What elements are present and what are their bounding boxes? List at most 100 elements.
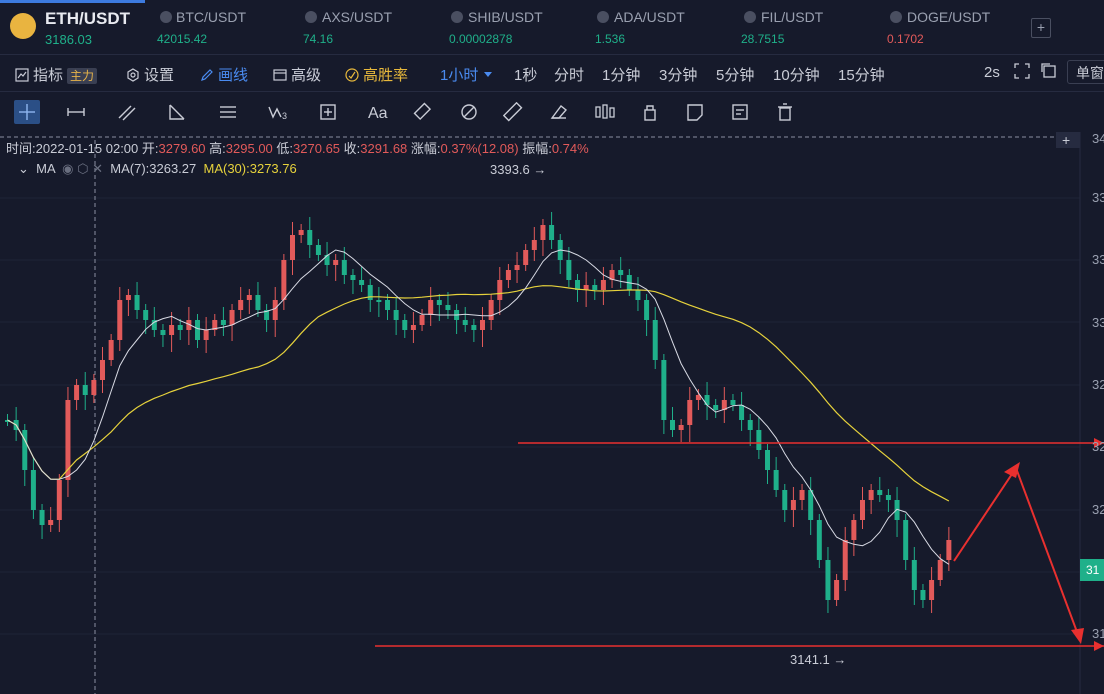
candle [350, 275, 356, 280]
interval-10m[interactable]: 10分钟 [773, 67, 820, 84]
ticker-price: 0.1702 [887, 32, 924, 46]
candle [885, 495, 891, 500]
candle [298, 230, 304, 235]
ruler-tool[interactable] [500, 100, 526, 124]
draw-button[interactable]: 画线 [200, 64, 248, 85]
candle [471, 325, 477, 330]
candle [549, 225, 555, 240]
fullscreen-icon[interactable] [1014, 63, 1030, 83]
ticker-name: ADA/USDT [614, 9, 685, 25]
wave-tool[interactable]: 3 [265, 100, 291, 124]
candle [540, 225, 546, 240]
parallel-channel-tool[interactable] [114, 100, 140, 124]
magnet-tool[interactable] [456, 100, 482, 124]
angle-tool[interactable] [164, 100, 190, 124]
ticker-name: BTC/USDT [176, 9, 246, 25]
single-window-button[interactable]: 单窗 [1067, 60, 1104, 84]
brush-tool[interactable] [410, 100, 436, 124]
measure-icon [320, 104, 336, 120]
popout-icon[interactable] [1041, 63, 1057, 83]
lock-tool[interactable] [637, 100, 663, 124]
advanced-label: 高级 [291, 67, 322, 84]
candles [5, 212, 952, 613]
add-ticker-button[interactable]: + [1031, 18, 1051, 38]
candle [436, 300, 442, 305]
candle [169, 325, 175, 335]
refresh-rate[interactable]: 2s [984, 64, 1000, 81]
candle [281, 260, 287, 300]
chevron-down-icon [484, 72, 493, 77]
forecast-arrow [953, 465, 1081, 641]
candle [203, 330, 209, 340]
interval-selector[interactable]: 1小时 [440, 64, 493, 85]
candle [100, 360, 105, 380]
collapse-icon[interactable]: ⌄ [18, 161, 29, 176]
interval-3m[interactable]: 3分钟 [659, 67, 698, 84]
change-value: 0.37%(12.08) [440, 141, 519, 156]
settings-label: 设置 [144, 67, 175, 84]
candle [834, 580, 840, 600]
candle [264, 310, 270, 320]
advanced-button[interactable]: 高级 [273, 64, 321, 85]
interval-timeline[interactable]: 分时 [554, 67, 585, 84]
candle [134, 295, 140, 310]
trash-icon [778, 103, 792, 121]
interval-5m[interactable]: 5分钟 [716, 67, 755, 84]
last-price-tag: 31 [1080, 559, 1104, 581]
chart-grid [0, 197, 1080, 635]
candle [851, 520, 857, 540]
candle [618, 270, 624, 275]
candle [48, 520, 54, 525]
close-icon[interactable]: ✕ [92, 161, 104, 176]
template-tool[interactable] [727, 100, 753, 124]
arrowhead-down [1071, 628, 1084, 644]
crosshair-tool[interactable] [14, 100, 40, 124]
delete-tool[interactable] [772, 100, 798, 124]
axis-plus-icon: + [1062, 132, 1070, 148]
candle [670, 420, 675, 430]
horizontal-line-tool[interactable] [63, 100, 89, 124]
chart-toolbar: 指标 主力 设置 画线 高级 高胜率 1小时 1秒 分时 1分钟 3分钟 5分钟 … [0, 55, 1104, 92]
wave-icon: 3 [268, 106, 287, 121]
measure-tool[interactable] [315, 100, 341, 124]
winrate-button[interactable]: 高胜率 [345, 64, 408, 85]
settings-button[interactable]: 设置 [126, 64, 174, 85]
angle-icon [169, 104, 185, 120]
price-axis: 34 33 33 33 32 32 32 31 [1092, 132, 1104, 641]
candle [108, 340, 114, 360]
axis-label: 32 [1092, 377, 1104, 392]
fibonacci-tool[interactable] [215, 100, 241, 124]
candlestick-chart[interactable]: 3393.6 → 3141.1 → 34 33 33 33 32 32 32 3… [0, 132, 1104, 694]
candle-tool[interactable] [591, 100, 617, 124]
change-label: 涨幅: [410, 141, 441, 156]
interval-15m[interactable]: 15分钟 [838, 67, 885, 84]
candle [22, 430, 28, 470]
ticker-price: 42015.42 [157, 32, 208, 46]
gear-icon[interactable]: ⬡ [77, 161, 89, 176]
candle [195, 320, 200, 340]
candle [177, 325, 183, 330]
text-tool[interactable]: Aa [364, 100, 390, 124]
time-value: 2022-01-15 02:00 [35, 141, 139, 156]
support-line-arrowhead [1094, 641, 1104, 651]
indicator-button[interactable]: 指标 主力 [15, 64, 98, 85]
bar-chart-icon [15, 68, 29, 82]
svg-text:3: 3 [282, 111, 287, 121]
candle [410, 325, 416, 330]
axis-plus-button[interactable] [1056, 132, 1080, 148]
parallel-lines-icon [118, 105, 136, 121]
interval-1m[interactable]: 1分钟 [602, 67, 641, 84]
candle [860, 500, 865, 520]
candle [402, 320, 408, 330]
resistance-line-arrowhead [1094, 438, 1104, 448]
note-tool[interactable] [682, 100, 708, 124]
candle [359, 280, 365, 285]
candle [255, 295, 261, 310]
candle [82, 385, 88, 395]
candle [911, 560, 917, 590]
candle [376, 300, 382, 302]
eye-icon[interactable]: ◉ [62, 161, 74, 176]
interval-1s[interactable]: 1秒 [514, 67, 538, 84]
eraser-tool[interactable] [546, 100, 572, 124]
axis-label: 32 [1092, 502, 1104, 517]
